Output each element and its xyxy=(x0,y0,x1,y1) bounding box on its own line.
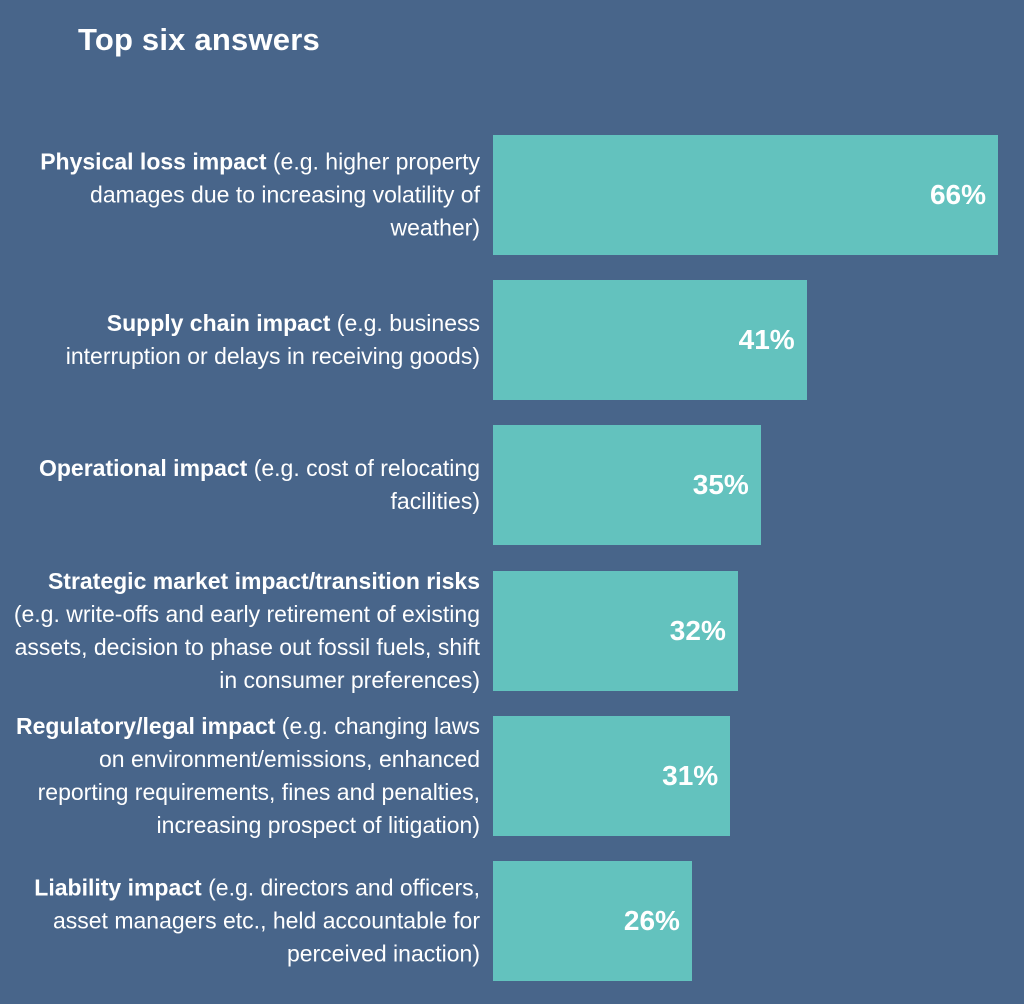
category-label-bold: Regulatory/legal impact xyxy=(15,712,276,739)
bar-row: Liability impact (e.g. directors and off… xyxy=(0,861,1024,981)
category-label: Regulatory/legal impact (e.g. changing l… xyxy=(10,710,480,842)
bar: 31% xyxy=(493,715,731,836)
data-label: 26% xyxy=(623,905,680,936)
data-label: 41% xyxy=(738,324,795,356)
data-label: 66% xyxy=(929,179,986,210)
bar-row: Supply chain impact (e.g. business inter… xyxy=(0,280,1024,401)
bar: 66% xyxy=(493,135,998,255)
category-label-bold: Physical loss impact xyxy=(40,148,267,175)
bar-row: Operational impact (e.g. cost of relocat… xyxy=(0,425,1024,546)
data-label: 32% xyxy=(669,614,726,646)
bar-row: Regulatory/legal impact (e.g. changing l… xyxy=(0,713,1024,838)
category-label-detail: (e.g. business interruption or delays in… xyxy=(65,310,480,370)
bar: 32% xyxy=(493,570,738,691)
category-label-bold: Strategic market impact/transition risks xyxy=(47,567,480,594)
category-label-detail: (e.g. changing laws on environment/emiss… xyxy=(37,712,480,838)
category-label: Liability impact (e.g. directors and off… xyxy=(10,872,480,971)
category-label-bold: Liability impact xyxy=(34,874,202,901)
bar: 35% xyxy=(493,425,761,546)
category-label-detail: (e.g. directors and officers, asset mana… xyxy=(52,874,480,967)
category-label-detail: (e.g. higher property damages due to inc… xyxy=(90,148,480,241)
category-label: Supply chain impact (e.g. business inter… xyxy=(10,307,480,373)
data-label: 35% xyxy=(692,469,749,501)
bar: 41% xyxy=(493,280,807,401)
bar-row: Strategic market impact/transition risks… xyxy=(0,568,1024,693)
data-label: 31% xyxy=(662,759,719,791)
category-label: Operational impact (e.g. cost of relocat… xyxy=(10,452,480,518)
category-label: Physical loss impact (e.g. higher proper… xyxy=(10,146,480,245)
bar: 26% xyxy=(493,861,692,981)
category-label-bold: Supply chain impact xyxy=(106,310,331,337)
category-label-detail: (e.g. write-offs and early retirement of… xyxy=(13,600,480,693)
bar-row: Physical loss impact (e.g. higher proper… xyxy=(0,135,1024,255)
category-label: Strategic market impact/transition risks… xyxy=(10,565,480,697)
category-label-bold: Operational impact xyxy=(38,455,248,482)
chart-title: Top six answers xyxy=(78,22,320,57)
category-label-detail: (e.g. cost of relocating facilities) xyxy=(247,455,480,515)
